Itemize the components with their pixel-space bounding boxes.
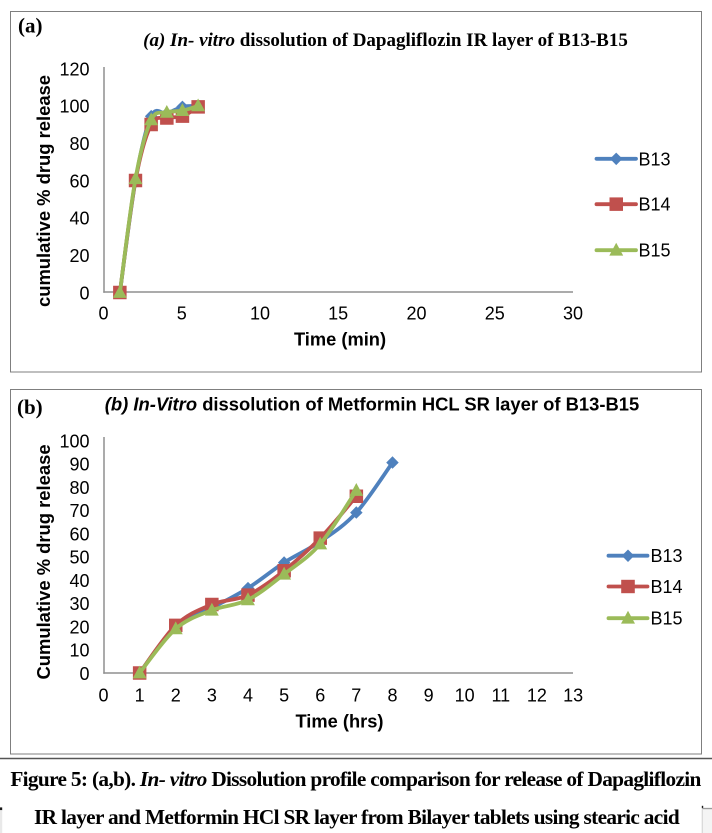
- svg-text:(b): (b): [17, 395, 43, 419]
- svg-text:100: 100: [59, 97, 89, 117]
- svg-text:(b) In-Vitro dissolution of Me: (b) In-Vitro dissolution of Metformin HC…: [105, 394, 639, 415]
- svg-text:15: 15: [328, 304, 348, 324]
- svg-text:8: 8: [387, 686, 397, 706]
- svg-text:30: 30: [563, 304, 583, 324]
- svg-text:4: 4: [243, 686, 253, 706]
- svg-text:B13: B13: [651, 546, 683, 566]
- svg-text:20: 20: [69, 617, 89, 637]
- svg-text:B14: B14: [639, 195, 671, 215]
- svg-text:50: 50: [69, 548, 89, 568]
- svg-text:70: 70: [69, 501, 89, 521]
- svg-text:Time (hrs): Time (hrs): [295, 711, 383, 732]
- svg-text:10: 10: [69, 641, 89, 661]
- svg-text:(a): (a): [18, 14, 43, 38]
- svg-text:30: 30: [69, 594, 89, 614]
- svg-text:Figure 5: (a,b). In- vitro Dis: Figure 5: (a,b). In- vitro Dissolution p…: [10, 767, 701, 791]
- svg-text:B13: B13: [639, 149, 671, 169]
- svg-text:0: 0: [98, 304, 108, 324]
- svg-text:B14: B14: [651, 577, 683, 597]
- svg-text:7: 7: [351, 686, 361, 706]
- svg-text:80: 80: [69, 134, 89, 154]
- svg-text:0: 0: [79, 664, 89, 684]
- svg-text:Cumulative % drug release: Cumulative % drug release: [33, 444, 54, 679]
- svg-text:20: 20: [406, 304, 426, 324]
- svg-text:60: 60: [69, 524, 89, 544]
- svg-text:3: 3: [207, 686, 217, 706]
- svg-text:0: 0: [79, 283, 89, 303]
- svg-text:13: 13: [563, 686, 583, 706]
- svg-text:0: 0: [98, 686, 108, 706]
- svg-text:B15: B15: [651, 609, 683, 629]
- svg-text:12: 12: [527, 686, 547, 706]
- svg-text:6: 6: [315, 686, 325, 706]
- svg-text:B15: B15: [639, 241, 671, 261]
- svg-text:80: 80: [69, 478, 89, 498]
- svg-text:9: 9: [424, 686, 434, 706]
- svg-text:11: 11: [491, 686, 510, 706]
- svg-text:40: 40: [69, 571, 89, 591]
- svg-text:120: 120: [59, 59, 89, 79]
- svg-text:40: 40: [69, 209, 89, 229]
- svg-text:90: 90: [69, 455, 89, 475]
- svg-text:10: 10: [250, 304, 270, 324]
- svg-text:Time (min): Time (min): [294, 329, 386, 350]
- svg-text:10: 10: [455, 686, 475, 706]
- svg-text:(a) In- vitro dissolution of D: (a) In- vitro dissolution of Dapaglifloz…: [143, 30, 628, 51]
- svg-text:100: 100: [59, 431, 89, 451]
- svg-text:cumulative % drug release: cumulative % drug release: [33, 75, 54, 307]
- svg-text:2: 2: [171, 686, 181, 706]
- svg-text:5: 5: [177, 304, 187, 324]
- svg-text:20: 20: [69, 246, 89, 266]
- svg-text:IR layer and Metformin HCl SR: IR layer and Metformin HCl SR layer from…: [34, 805, 680, 829]
- svg-text:5: 5: [279, 686, 289, 706]
- svg-text:1: 1: [135, 686, 145, 706]
- svg-text:60: 60: [69, 171, 89, 191]
- svg-text:25: 25: [485, 304, 505, 324]
